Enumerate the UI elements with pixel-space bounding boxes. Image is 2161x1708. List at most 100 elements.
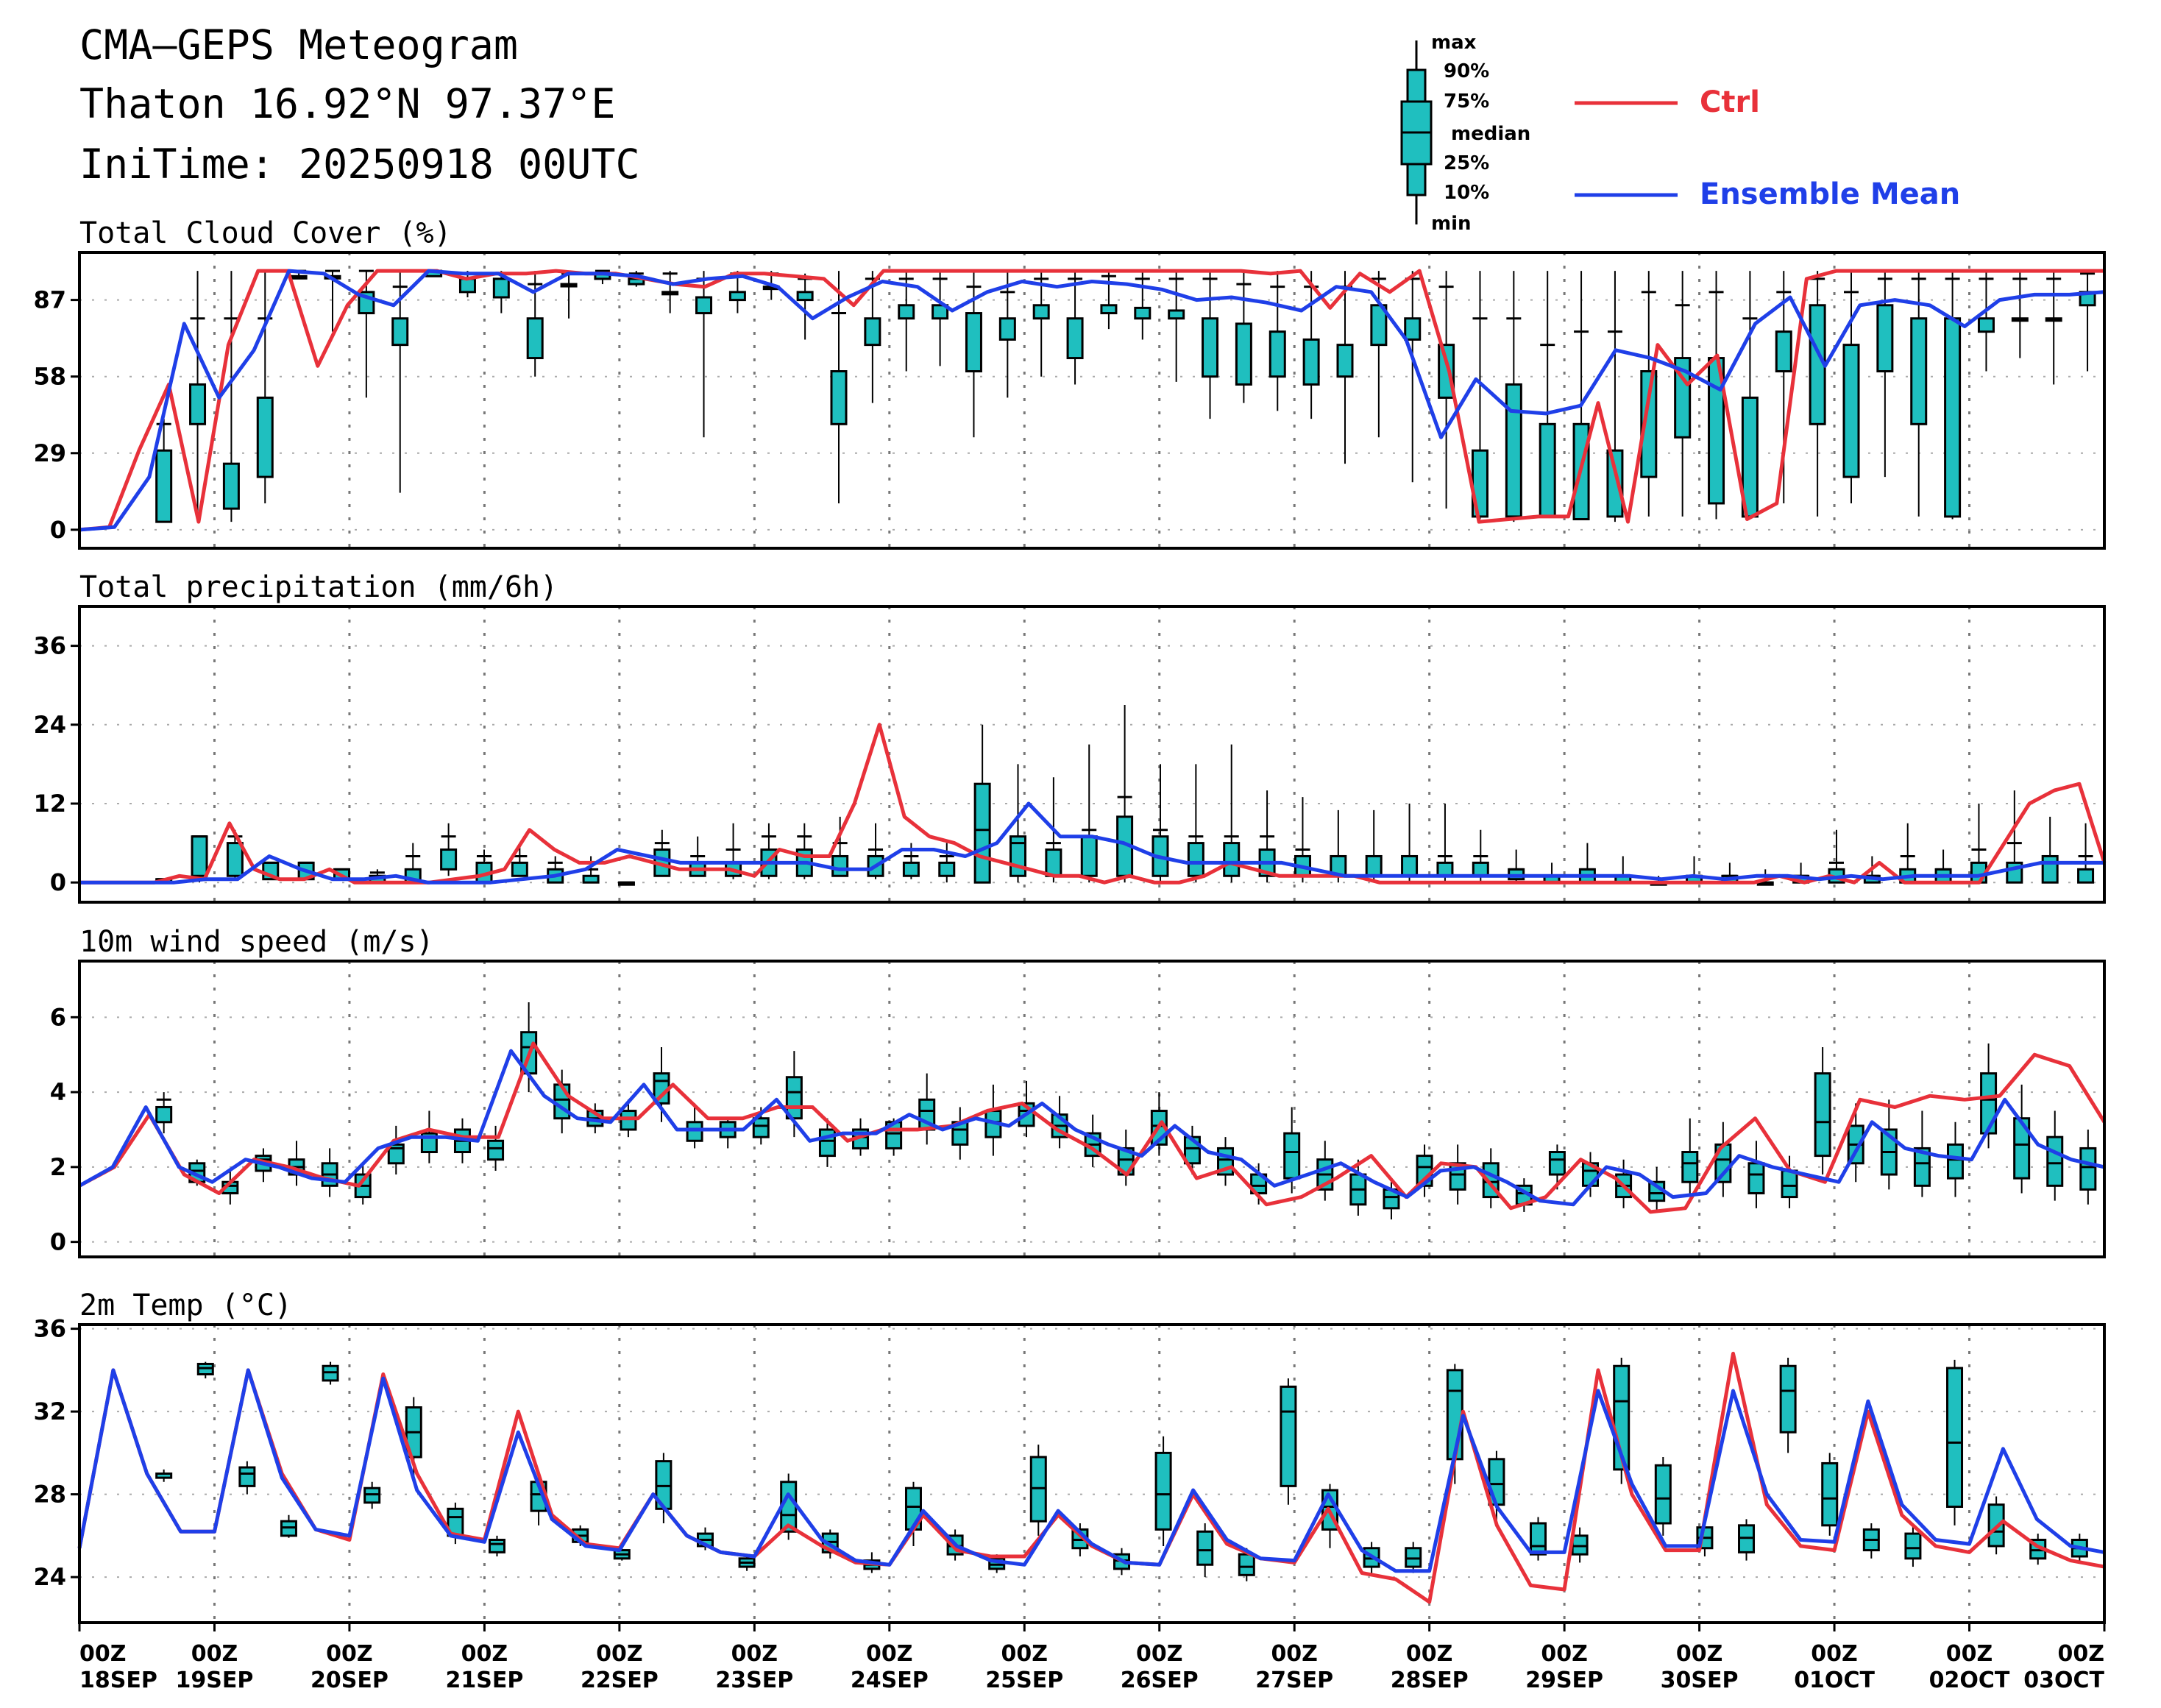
legend-p90: 90% xyxy=(1444,60,1489,82)
box-plot xyxy=(238,1461,256,1495)
legend-min: min xyxy=(1431,213,1472,235)
box-plot xyxy=(1543,862,1561,884)
x-tick-hour: 00Z xyxy=(1001,1641,1048,1667)
box-plot xyxy=(391,271,409,493)
box-plot xyxy=(2041,816,2059,884)
box-body xyxy=(1640,370,1658,478)
x-tick-hour: 00Z xyxy=(1406,1641,1453,1667)
box-plot xyxy=(2079,271,2096,372)
x-tick-hour: 00Z xyxy=(1541,1641,1588,1667)
x-tick-date: 25SEP xyxy=(985,1668,1063,1693)
box-plot xyxy=(1217,1137,1235,1186)
box-body xyxy=(1401,854,1419,877)
panel-2: Total precipitation (mm/6h) 0 12 24 36 xyxy=(33,570,2107,904)
box-body xyxy=(973,782,991,884)
box-body xyxy=(487,1139,505,1161)
box-body xyxy=(1530,1522,1547,1556)
x-tick-date: 23SEP xyxy=(715,1668,793,1693)
x-tick-date: 27SEP xyxy=(1255,1668,1333,1693)
box-body xyxy=(2013,1117,2031,1180)
box-body xyxy=(1438,344,1455,399)
box-plot xyxy=(1235,271,1252,403)
panels: Total Cloud Cover (%) 0 29 58 87 Total precip… xyxy=(33,216,2107,1624)
panel-1: Total Cloud Cover (%) 0 29 58 87 xyxy=(33,216,2106,550)
box-body xyxy=(1066,317,1084,360)
box-plot xyxy=(617,881,635,886)
box-body xyxy=(1548,1151,1566,1176)
box-body xyxy=(492,277,510,299)
x-tick-date: 02OCT xyxy=(1929,1668,2010,1693)
box-plot xyxy=(1571,1527,1589,1563)
station-label: Thaton 16.92°N 97.37°E xyxy=(79,80,615,127)
x-tick-hour: 00Z xyxy=(866,1641,913,1667)
panel-title: Total Cloud Cover (%) xyxy=(79,216,452,250)
box-plot xyxy=(1405,1542,1422,1573)
x-tick-date: 29SEP xyxy=(1525,1668,1603,1693)
box-plot xyxy=(1268,271,1286,411)
box-body xyxy=(290,274,308,280)
box-plot xyxy=(1196,1523,1214,1578)
box-body xyxy=(1235,322,1252,386)
box-plot xyxy=(760,823,778,879)
box-plot xyxy=(1223,744,1241,883)
box-body xyxy=(902,861,920,877)
box-body xyxy=(2077,868,2095,884)
box-plot xyxy=(321,1148,338,1197)
box-plot xyxy=(1116,705,1134,883)
box-body xyxy=(1821,1461,1839,1527)
y-tick-label: 87 xyxy=(33,286,66,314)
y-tick-label: 29 xyxy=(33,439,66,467)
box-plot xyxy=(222,271,240,522)
box-plot xyxy=(2079,1129,2097,1205)
box-plot xyxy=(280,1514,297,1538)
ensemble-mean-series-line xyxy=(78,1049,2105,1207)
box-body xyxy=(1876,304,1894,373)
box-plot xyxy=(191,835,208,883)
box-plot xyxy=(998,271,1016,398)
box-body xyxy=(686,1121,703,1142)
box-plot xyxy=(613,1548,631,1561)
box-body xyxy=(222,462,240,510)
box-plot xyxy=(1708,271,1725,520)
legend-median: median xyxy=(1451,123,1530,145)
time-axis: 00Z18SEP00Z19SEP00Z20SEP00Z21SEP00Z22SEP… xyxy=(78,1623,2106,1693)
box-plot xyxy=(1100,271,1118,330)
box-body xyxy=(1238,1553,1255,1576)
box-plot xyxy=(363,1481,381,1509)
x-tick-date: 21SEP xyxy=(445,1668,523,1693)
box-body xyxy=(1100,304,1118,315)
y-tick-label: 4 xyxy=(50,1078,66,1106)
x-tick-date: 03OCT xyxy=(2023,1668,2104,1693)
box-body xyxy=(189,383,207,425)
box-body xyxy=(661,291,679,296)
x-tick-hour: 00Z xyxy=(596,1641,643,1667)
box-body xyxy=(1539,422,1556,518)
box-body xyxy=(898,304,915,320)
box-body xyxy=(1045,848,1062,877)
legend-p25: 25% xyxy=(1444,152,1489,174)
box-plot xyxy=(1681,1118,1699,1194)
box-body xyxy=(1775,330,1792,373)
legend-max: max xyxy=(1431,32,1477,54)
x-tick-date: 22SEP xyxy=(581,1668,659,1693)
box-plot xyxy=(1970,804,1987,884)
box-body xyxy=(1280,1385,1297,1487)
box-plot xyxy=(256,271,274,503)
box-body xyxy=(1977,317,1995,333)
box-body xyxy=(1336,344,1354,378)
ctrl-series-line xyxy=(79,269,2104,532)
box-body xyxy=(1946,1367,1964,1508)
box-plot xyxy=(795,823,813,879)
box-plot xyxy=(487,1125,505,1171)
box-plot xyxy=(1821,1453,1839,1536)
box-body xyxy=(796,291,814,302)
box-plot xyxy=(898,271,915,372)
box-body xyxy=(2046,1135,2064,1187)
box-body xyxy=(1944,317,1962,518)
box-plot xyxy=(1674,271,1692,517)
box-plot xyxy=(1280,1378,1297,1505)
box-plot xyxy=(288,1141,305,1186)
box-body xyxy=(752,1117,770,1138)
box-plot xyxy=(1401,804,1419,883)
box-body xyxy=(488,1539,505,1553)
